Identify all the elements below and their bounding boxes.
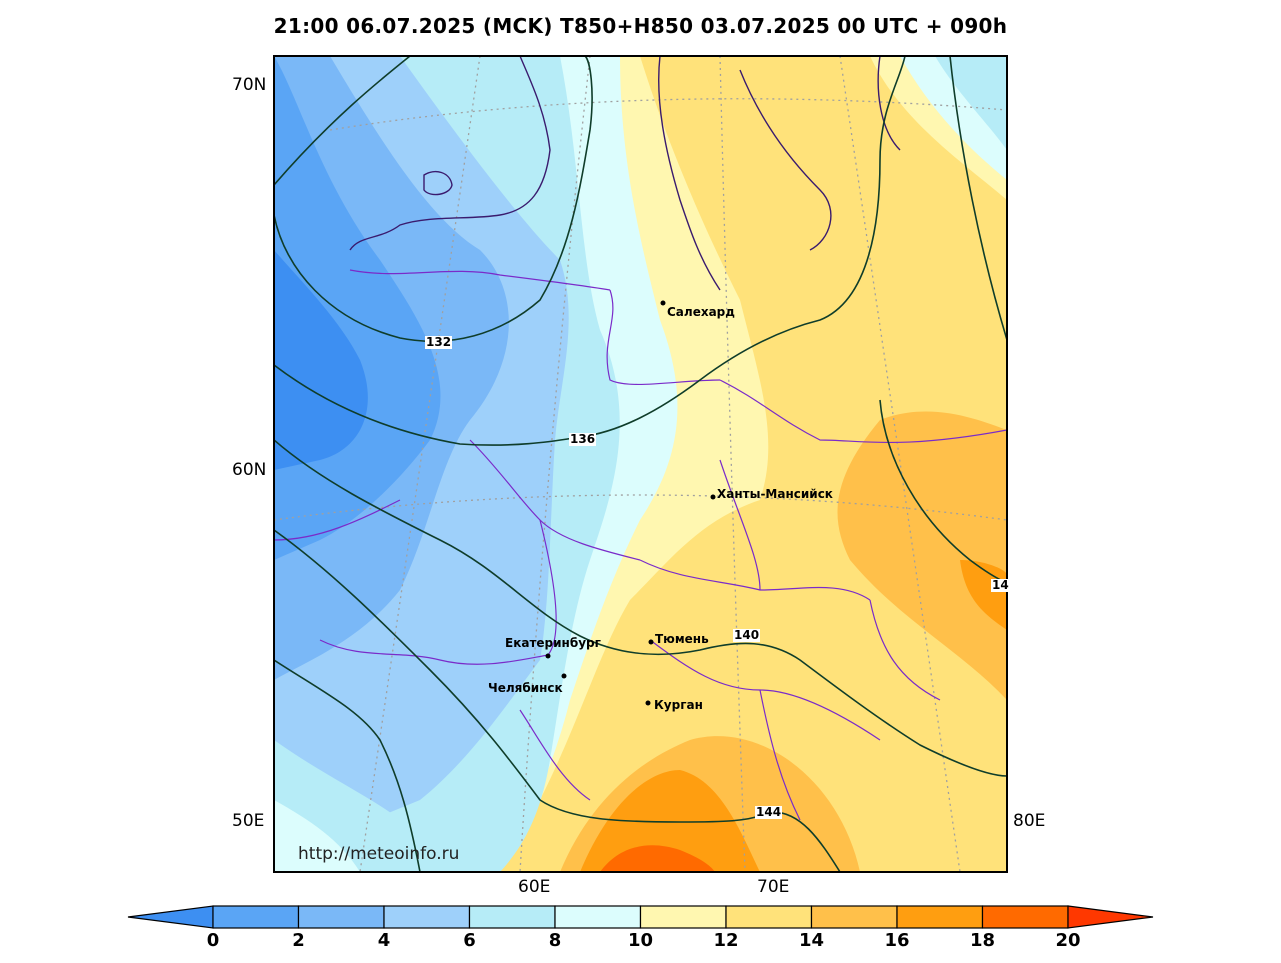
- map-frame: [273, 55, 1008, 873]
- contour-label-edge: 14: [991, 578, 1010, 592]
- colorbar-tick-label: 2: [292, 930, 305, 951]
- city-markers: [545, 300, 716, 706]
- colorbar-tick-label: 10: [627, 930, 654, 951]
- contour-label-132: 132: [425, 335, 453, 349]
- city-label-tyumen: Тюмень: [655, 632, 709, 646]
- colorbar-segment: [554, 905, 642, 929]
- city-label-khanty-mansiysk: Ханты-Мансийск: [717, 487, 833, 501]
- colorbar-tick-label: 12: [713, 930, 739, 951]
- colorbar-tick-label: 8: [548, 930, 562, 951]
- colorbar-tick-label: 4: [377, 930, 391, 951]
- colorbar-segment: [810, 905, 898, 929]
- colorbar-tick-label: 18: [969, 930, 996, 951]
- colorbar-under-arrow: [127, 905, 214, 929]
- colorbar-tick-label: 16: [884, 930, 910, 951]
- temperature-field: [274, 56, 1007, 872]
- source-credit: http://meteoinfo.ru: [298, 844, 460, 864]
- lon-label-60e: 60E: [518, 877, 551, 897]
- colorbar-tick-label: 0: [206, 930, 220, 951]
- contour-label-136: 136: [569, 432, 597, 446]
- colorbar-segment: [725, 905, 813, 929]
- colorbar-tick-label: 6: [463, 930, 476, 951]
- colorbar-segment: [297, 905, 385, 929]
- lat-label-70n: 70N: [232, 75, 267, 95]
- colorbar-over-arrow: [1067, 905, 1154, 929]
- colorbar-segment: [383, 905, 471, 929]
- map-title: 21:00 06.07.2025 (MCK) T850+H850 03.07.2…: [273, 14, 1008, 38]
- city-label-salekhard: Салехард: [667, 305, 735, 319]
- contour-label-144: 144: [755, 805, 783, 819]
- city-label-kurgan: Курган: [654, 698, 703, 712]
- colorbar-tick-label: 20: [1055, 930, 1081, 951]
- lon-label-70e: 70E: [757, 877, 790, 897]
- lon-label-50e: 50E: [232, 811, 265, 831]
- colorbar-segment: [896, 905, 984, 929]
- colorbar-segment: [981, 905, 1069, 929]
- city-label-yekaterinburg: Екатеринбург: [505, 636, 601, 650]
- lon-label-80e: 80E: [1013, 811, 1046, 831]
- colorbar-segment: [468, 905, 556, 929]
- colorbar-segment: [212, 905, 300, 929]
- colorbar-segment: [639, 905, 727, 929]
- contour-label-140: 140: [733, 628, 761, 642]
- colorbar: [127, 905, 1154, 929]
- colorbar-tick-label: 14: [798, 930, 825, 951]
- city-label-chelyabinsk: Челябинск: [488, 681, 563, 695]
- lat-label-60n: 60N: [232, 460, 267, 480]
